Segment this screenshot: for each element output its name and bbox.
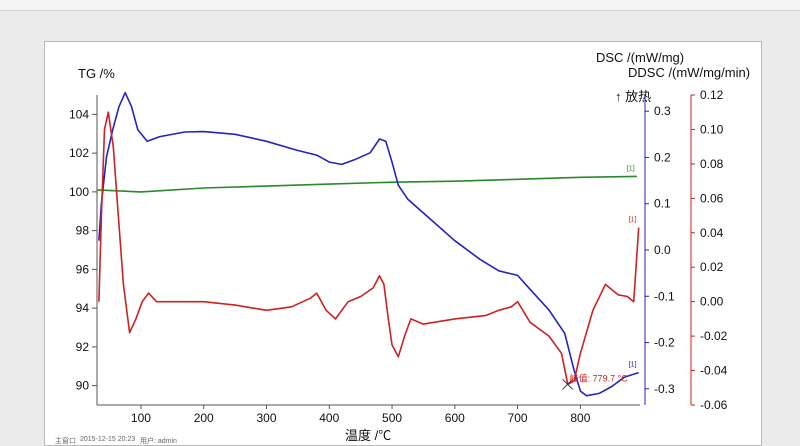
dsc-tick-label: 0.1 [654,197,671,211]
tg-tick-label: 90 [76,379,90,393]
dsc-tick-label: -0.1 [654,289,675,303]
ddsc-tick-label: -0.06 [700,398,728,412]
exo-direction-label: ↑ 放热 [615,89,652,104]
dsc-tick-label: -0.2 [654,336,675,350]
ddsc-tick-label: 0.02 [700,260,724,274]
ddsc-tick-label: -0.04 [700,364,728,378]
x-tick-label: 100 [131,411,151,425]
ddsc-tick-label: -0.02 [700,329,728,343]
plot-sheet [44,41,762,446]
dsc-tick-label: -0.3 [654,382,675,396]
ddsc-tick-label: 0.10 [700,122,724,136]
dsc-tick-label: 0.3 [654,104,671,118]
tg-tick-label: 102 [69,146,89,160]
peak-label: 峰值: 779.7 °C [570,372,629,383]
peak-marker [562,378,573,390]
dsc-axis-title: DSC /(mW/mg) [596,50,685,65]
ddsc-end-label: [1] [629,217,637,224]
footer-user: 用户: admin [140,438,177,445]
x-tick-label: 200 [194,411,214,425]
x-tick-label: 400 [319,411,339,425]
tg-curve [96,175,637,193]
x-axis-title: 温度 /℃ [345,428,392,443]
x-tick-label: 300 [256,411,276,425]
tg-end-label: [1] [627,165,635,172]
x-tick-label: 500 [382,411,402,425]
footer-window: 主窗口 [55,438,76,445]
tg-tick-label: 104 [69,107,89,121]
ddsc-tick-label: 0.12 [700,88,724,102]
ddsc-tick-label: 0.04 [700,226,724,240]
tg-tick-label: 100 [69,185,89,199]
footer-datetime: 2015-12-15 20:23 [80,436,136,443]
tg-tick-label: 98 [76,224,90,238]
ddsc-axis-title: DDSC /(mW/mg/min) [628,65,751,80]
ddsc-tick-label: 0.08 [700,157,724,171]
tg-tick-label: 94 [76,301,90,315]
ddsc-tick-label: 0.06 [700,191,724,205]
dsc-tick-label: 0.2 [654,150,671,164]
dsc-curve [98,91,639,397]
dsc-tick-label: 0.0 [654,243,671,257]
tg-tick-label: 92 [76,340,90,354]
ddsc-tick-label: 0.00 [700,295,724,309]
tg-tick-label: 96 [76,262,90,276]
x-tick-label: 600 [445,411,465,425]
x-tick-label: 800 [570,411,590,425]
tg-axis-title: TG /% [78,66,115,81]
dsc-end-label: [1] [629,362,637,369]
window-top-bar [0,0,800,11]
x-tick-label: 700 [508,411,528,425]
